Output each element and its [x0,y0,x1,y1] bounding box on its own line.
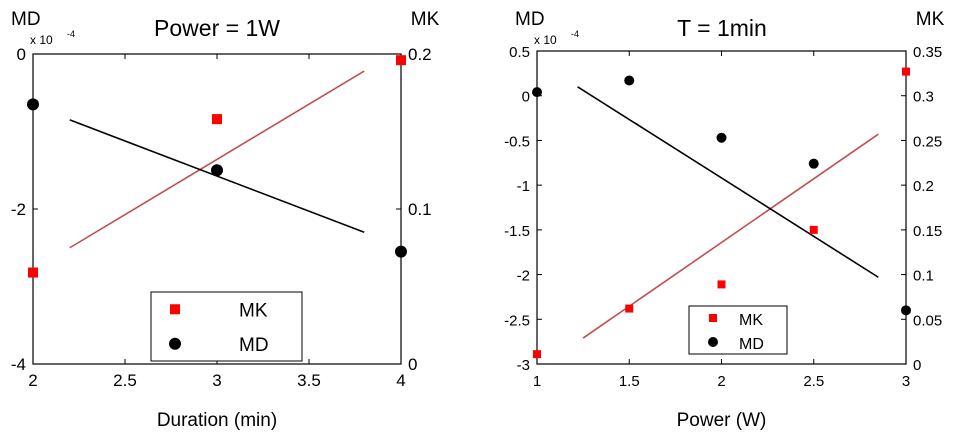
y-right-tick-label: 0 [913,357,921,374]
y-right-axis-label: MK [916,9,945,30]
legend: MK MD [688,305,788,355]
y-right-tick-label: 0.25 [913,133,942,150]
y-left-axis-label: MD [11,9,41,30]
x-tick-label: 3.5 [297,371,321,390]
legend-label-md: MD [239,335,269,356]
point-md [211,164,223,177]
x-tick-label: 2 [28,371,37,390]
legend-marker-mk [709,314,717,322]
y-left-exponent-power: -4 [67,29,75,39]
point-md [808,158,819,169]
legend-marker-md [169,337,181,350]
point-mk [533,350,541,359]
point-mk [212,114,222,125]
y-left-tick-label: -1 [517,178,530,195]
y-left-tick-label: 0 [17,45,26,64]
y-right-axis-label: MK [411,9,440,30]
y-left-exponent-power: -4 [571,29,579,39]
point-mk [28,267,38,278]
chart-title: Power = 1W [154,15,280,41]
point-md [395,245,407,258]
y-left-axis-label: MD [515,9,545,30]
y-right-tick-label: 0.35 [913,44,942,61]
y-left-tick-label: -2.5 [504,312,530,329]
point-mk [717,280,726,289]
legend: MK MD [150,291,303,362]
point-md [901,305,911,316]
point-md [716,132,727,143]
y-left-tick-label: -2 [517,268,530,285]
point-mk [902,67,910,76]
chart-title: T = 1min [677,15,767,41]
y-right-tick-label: 0.2 [408,45,432,64]
x-tick-label: 3 [212,371,221,390]
y-right-tick-label: 0.1 [913,268,934,285]
point-md [624,75,635,86]
x-axis-label: Duration (min) [157,410,277,431]
x-tick-label: 1 [533,373,541,390]
y-left-tick-label: -4 [11,355,26,374]
chart-2: 1 1.5 2 2.5 3 0.5 0 -0.5 -1 -1.5 -2 -2.5 -3 0.35 0.3 0.… [504,9,944,431]
y-left-tick-label: 0.5 [509,44,530,61]
y-left-tick-label: -3 [517,357,530,374]
point-mk [625,304,634,313]
y-left-exponent: x 10 [30,33,53,47]
legend-marker-md [708,337,718,347]
y-right-tick-label: 0.3 [913,89,934,106]
legend-marker-mk [170,304,180,315]
y-left-tick-label: -2 [11,200,26,219]
point-mk [396,55,406,66]
y-left-tick-label: 0 [522,89,530,106]
y-right-tick-label: 0 [408,355,417,374]
x-tick-label: 2 [717,373,725,390]
legend-label-mk: MK [239,300,268,321]
legend-label-mk: MK [739,312,763,329]
x-tick-label: 2.5 [113,371,137,390]
point-md [27,98,39,111]
y-right-tick-label: 0.1 [408,200,432,219]
x-tick-label: 2.5 [803,373,824,390]
y-right-tick-label: 0.2 [913,178,934,195]
x-axis-label: Power (W) [677,410,767,431]
legend-label-md: MD [739,336,764,353]
x-tick-label: 3 [902,373,910,390]
y-right-tick-label: 0.05 [913,312,942,329]
x-tick-label: 4 [396,371,405,390]
x-tick-label: 1.5 [619,373,640,390]
y-left-tick-label: -1.5 [504,223,530,240]
y-right-tick-label: 0.15 [913,223,942,240]
fit-line-mk [69,70,365,249]
y-left-tick-label: -0.5 [504,133,530,150]
fit-line-mk [582,133,879,339]
point-md [532,87,542,98]
point-mk [809,225,818,234]
fit-line-md [577,86,879,278]
y-left-exponent: x 10 [534,33,557,47]
